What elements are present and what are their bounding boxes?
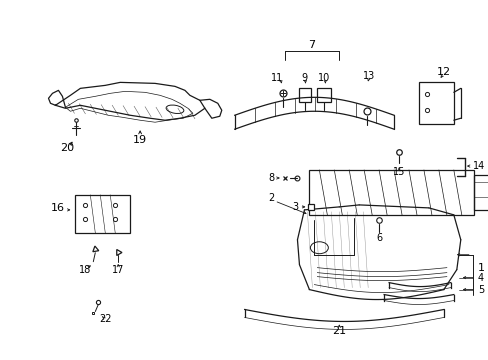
Bar [418,82,453,124]
Text: 16: 16 [50,203,64,213]
Text: 21: 21 [331,327,346,336]
Bar [299,88,311,102]
Text: 11: 11 [271,73,283,84]
Text: 9: 9 [301,73,307,84]
Text: 17: 17 [112,265,124,275]
Bar [75,195,130,233]
Text: 10: 10 [318,73,330,84]
Text: 18: 18 [79,265,91,275]
Text: 15: 15 [392,167,405,177]
Text: 3: 3 [292,202,298,212]
Bar [317,88,331,102]
Text: 5: 5 [477,284,483,294]
Text: 13: 13 [362,71,374,81]
Text: 2: 2 [268,193,274,203]
Text: 12: 12 [436,67,450,77]
Text: 1: 1 [477,263,484,273]
Text: 20: 20 [60,143,74,153]
Text: 19: 19 [133,135,147,145]
Text: 6: 6 [375,233,382,243]
Bar [473,175,488,210]
Text: 8: 8 [268,173,274,183]
Text: 7: 7 [307,40,314,50]
Text: 22: 22 [99,314,111,324]
Text: 4: 4 [477,273,483,283]
Bar [309,170,473,215]
Text: 14: 14 [472,161,484,171]
